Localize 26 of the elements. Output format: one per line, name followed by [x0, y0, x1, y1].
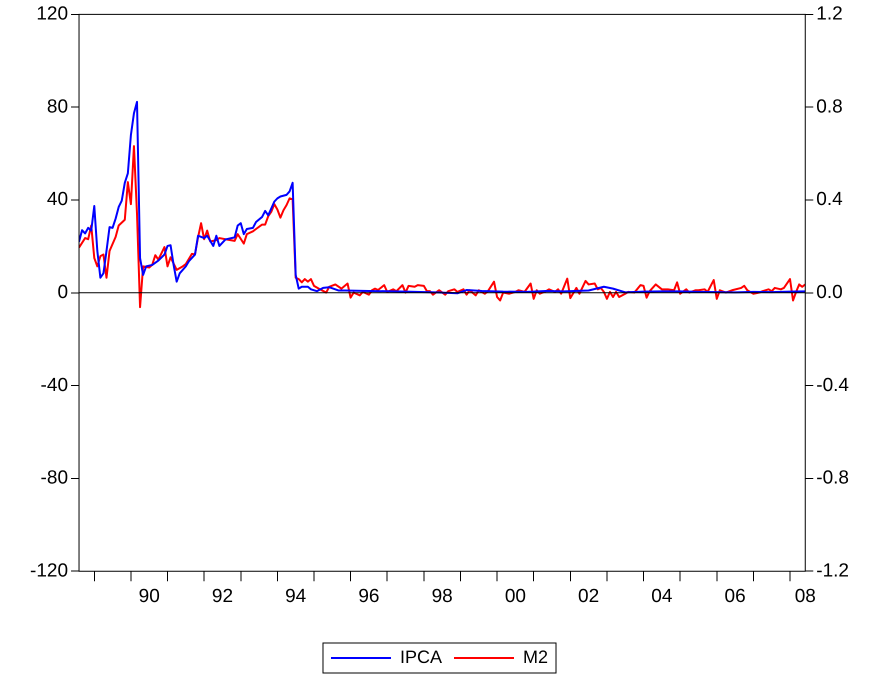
y2-tick-label: -1.2 — [816, 560, 850, 582]
legend-label: M2 — [523, 646, 548, 667]
x-tick-label: 06 — [724, 586, 746, 607]
y-tick-label: -40 — [40, 374, 68, 396]
x-tick-label: 96 — [358, 586, 380, 607]
y2-tick-label: 1.2 — [816, 4, 843, 25]
legend-label: IPCA — [400, 646, 442, 667]
y-tick-label: 120 — [36, 4, 68, 25]
y-tick-label: 0 — [57, 282, 68, 304]
x-tick-label: 94 — [285, 586, 307, 607]
y-tick-label: 80 — [46, 96, 68, 118]
y-tick-label: -120 — [30, 560, 68, 582]
y2-tick-label: 0.4 — [816, 189, 844, 210]
x-tick-label: 08 — [794, 586, 816, 607]
y2-tick-label: -0.8 — [816, 468, 850, 489]
x-tick-label: 02 — [578, 586, 600, 607]
x-tick-label: 00 — [504, 586, 526, 607]
x-tick-label: 92 — [212, 586, 234, 607]
y-tick-label: 40 — [46, 189, 68, 210]
x-tick-label: 90 — [138, 586, 160, 607]
y-tick-label: -80 — [40, 468, 68, 489]
y2-tick-label: 0.8 — [816, 96, 843, 118]
y2-tick-label: -0.4 — [816, 374, 850, 396]
x-tick-label: 04 — [651, 586, 673, 607]
x-tick-label: 98 — [432, 586, 453, 607]
y2-tick-label: 0.0 — [816, 282, 843, 304]
